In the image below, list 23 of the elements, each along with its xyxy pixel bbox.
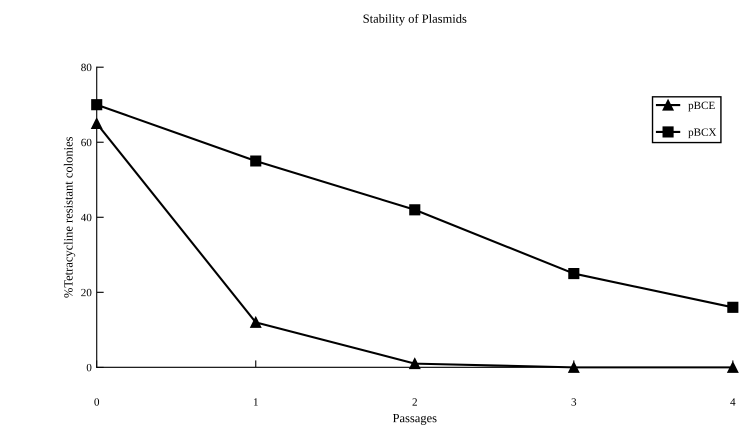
point	[250, 316, 262, 328]
point	[91, 99, 102, 110]
y-tick-label: 40	[80, 214, 92, 222]
x-tick-label: 2	[412, 398, 417, 406]
x-tick-label: 1	[254, 398, 258, 406]
point	[409, 204, 420, 216]
y-tick-label: 60	[81, 138, 92, 146]
y-tick-label: 20	[81, 288, 92, 296]
x-tick-label: 0	[94, 398, 100, 406]
chart-title: Stability of Plasmids	[364, 14, 466, 26]
legend-label: pBCX	[688, 128, 716, 138]
point	[409, 358, 420, 370]
y-tick-label: 0	[86, 364, 92, 372]
x-tick-label: 3	[572, 398, 576, 406]
point	[727, 302, 738, 313]
point	[568, 268, 580, 280]
x-tick-label: 4	[730, 398, 736, 406]
y-axis-title: %Tetracycline resistant colonies	[64, 136, 76, 298]
legend-label: pBCE	[688, 102, 715, 112]
x-axis-title: Passages	[392, 414, 437, 425]
y-tick-label: 80	[81, 64, 92, 72]
point	[250, 155, 262, 167]
point	[568, 362, 580, 373]
